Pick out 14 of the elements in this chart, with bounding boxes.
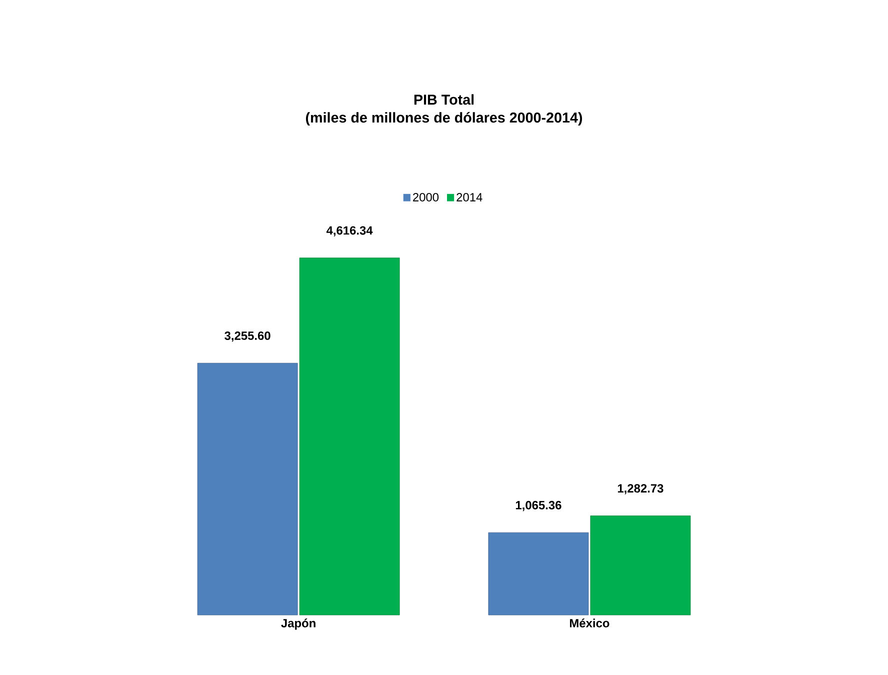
- chart-subtitle: (miles de millones de dólares 2000-2014): [306, 112, 582, 126]
- bar: [590, 516, 691, 616]
- bar: [299, 258, 400, 616]
- data-label: 3,255.60: [224, 331, 270, 342]
- data-label: 1,065.36: [516, 500, 562, 512]
- data-label: 4,616.34: [326, 226, 373, 236]
- legend-label: 2000: [413, 192, 439, 202]
- x-tick-label: Japón: [281, 618, 316, 630]
- bar: [197, 362, 298, 616]
- chart-title: PIB Total: [414, 94, 474, 105]
- legend-label: 2014: [456, 192, 482, 202]
- data-label: 1,282.73: [618, 484, 664, 494]
- bar: [488, 532, 589, 616]
- x-tick-label: México: [570, 618, 610, 628]
